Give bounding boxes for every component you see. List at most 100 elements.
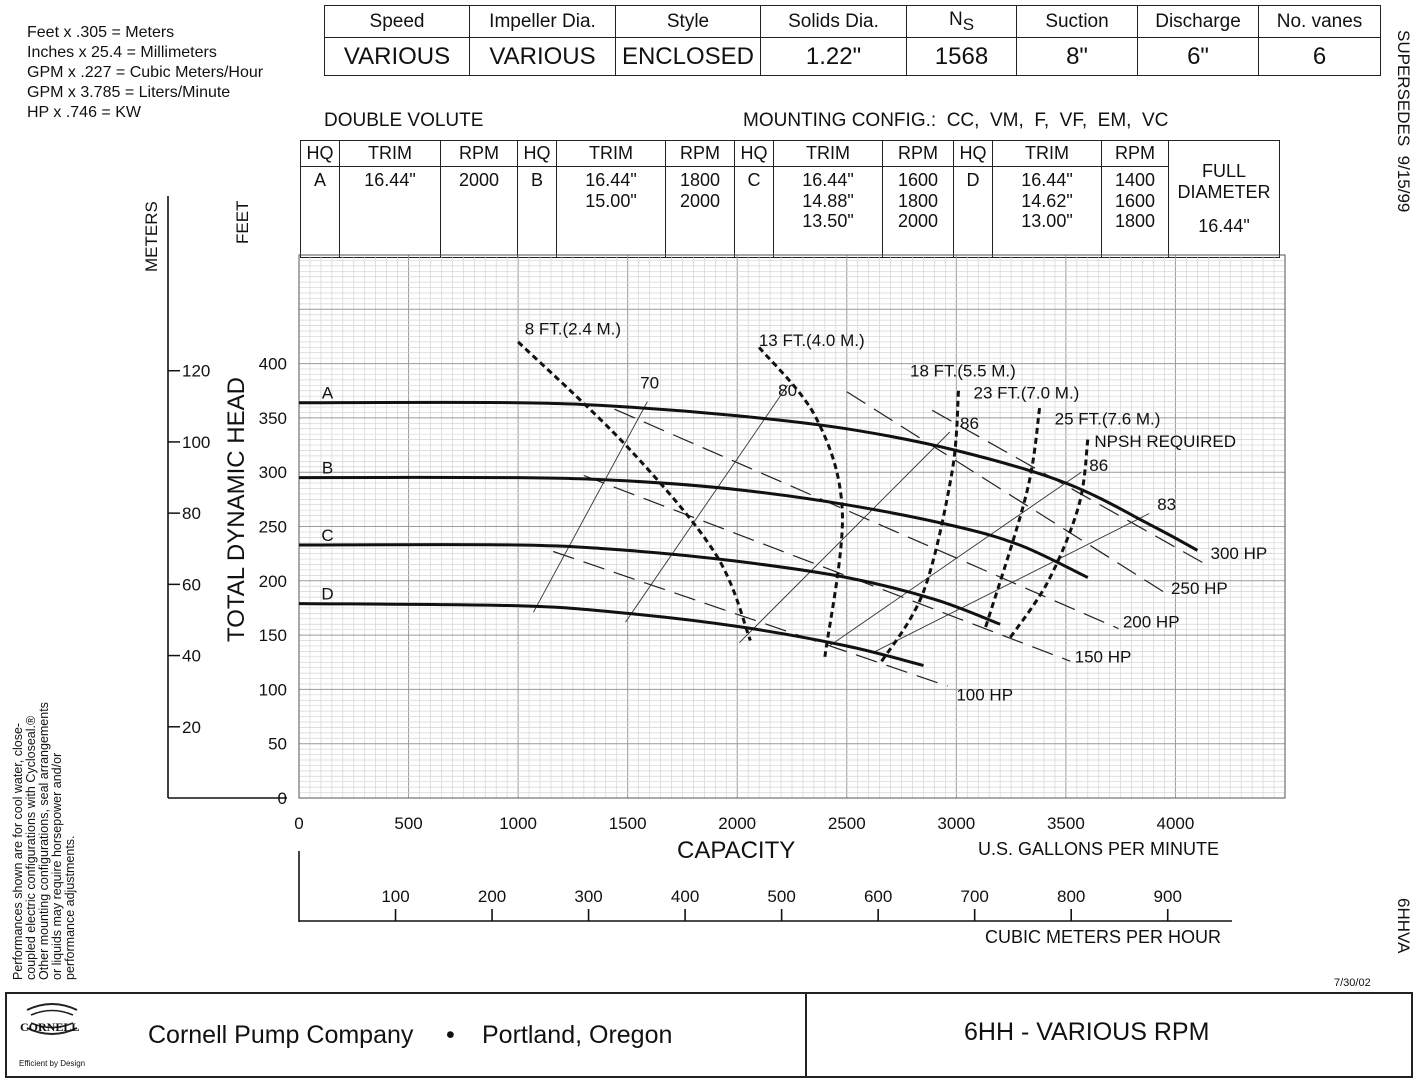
ns-subscript: S — [962, 14, 975, 34]
company-name: Cornell Pump Company — [148, 1021, 414, 1049]
y-tick-label: 50 — [268, 735, 287, 754]
spec-header-solids: Solids Dia. — [760, 5, 907, 38]
head-curve — [298, 400, 1199, 552]
hq-a-rpms: 2000 — [440, 166, 518, 258]
hq-header: HQ — [953, 140, 993, 167]
npsh-label: 8 FT.(2.4 M.) — [525, 319, 621, 338]
hp-label: 100 HP — [956, 685, 1013, 704]
cmh-tick-label: 100 — [381, 887, 409, 906]
conversion-note-4: GPM x 3.785 = Liters/Minute — [27, 84, 231, 101]
hp-label: 250 HP — [1171, 579, 1228, 598]
hq-b-rpms: 1800 2000 — [665, 166, 735, 258]
rpm-value: 1800 — [679, 170, 721, 190]
efficiency-line — [828, 471, 1082, 647]
hq-c-rpms: 1600 1800 2000 — [882, 166, 954, 258]
full-diameter-value: 16.44" — [1198, 216, 1250, 237]
spec-header-impeller: Impeller Dia. — [469, 5, 616, 38]
npsh-curve — [757, 346, 844, 657]
x-tick-label: 2500 — [828, 814, 866, 833]
cmh-tick-label: 900 — [1154, 887, 1182, 906]
meters-tick-label: 60 — [182, 575, 201, 594]
head-curve-label: B — [322, 459, 333, 478]
trim-header: TRIM — [339, 140, 441, 167]
hq-b-trims: 16.44" 15.00" — [556, 166, 666, 258]
conversion-note-2: Inches x 25.4 = Millimeters — [27, 44, 217, 61]
meters-tick-label: 80 — [182, 504, 201, 523]
full-diameter-label-2: DIAMETER — [1177, 181, 1271, 202]
footer-divider — [805, 992, 807, 1078]
npsh-required-label: NPSH REQUIRED — [1094, 432, 1236, 451]
hq-a-label: A — [300, 166, 340, 258]
x-tick-label: 3000 — [937, 814, 975, 833]
hq-d-trims: 16.44" 14.62" 13.00" — [992, 166, 1102, 258]
rpm-value: 1800 — [897, 190, 939, 211]
trim-value: 14.62" — [1021, 190, 1073, 211]
rpm-value: 2000 — [458, 170, 500, 190]
chart-axes: 0500100015002000250030003500400005010015… — [167, 196, 1286, 922]
npsh-label: 18 FT.(5.5 M.) — [910, 362, 1016, 381]
spec-value-solids: 1.22" — [760, 37, 907, 76]
meters-tick-label: 120 — [182, 362, 210, 381]
efficiency-label: 83 — [1157, 495, 1176, 514]
hq-header: HQ — [300, 140, 340, 167]
meters-tick-label: 20 — [182, 718, 201, 737]
efficiency-line — [739, 431, 951, 644]
hq-c-label: C — [734, 166, 774, 258]
spec-header-speed: Speed — [324, 5, 470, 38]
npsh-label: 13 FT.(4.0 M.) — [759, 331, 865, 350]
x-tick-label: 500 — [394, 814, 422, 833]
pump-curve-chart: 0500100015002000250030003500400005010015… — [167, 196, 1286, 922]
footer-bottom-border — [5, 1076, 1413, 1078]
conversion-note-5: HP x .746 = KW — [27, 104, 141, 121]
y-tick-label: 350 — [259, 409, 287, 428]
spec-header-suction: Suction — [1016, 5, 1138, 38]
trim-value: 13.50" — [802, 211, 854, 231]
hp-line — [614, 408, 1119, 630]
spec-header-ns: NS — [906, 5, 1017, 38]
npsh-label: 25 FT.(7.6 M.) — [1055, 409, 1161, 428]
trim-value: 16.44" — [585, 170, 637, 190]
x-tick-label: 4000 — [1157, 814, 1195, 833]
efficiency-label: 70 — [640, 374, 659, 393]
npsh-label: 23 FT.(7.0 M.) — [974, 383, 1080, 402]
trim-value: 16.44" — [364, 170, 416, 190]
spec-header-discharge: Discharge — [1137, 5, 1259, 38]
spec-value-vanes: 6 — [1258, 37, 1381, 76]
x-tick-label: 3500 — [1047, 814, 1085, 833]
hq-a-trims: 16.44" — [339, 166, 441, 258]
npsh-curves — [517, 340, 1090, 666]
spec-value-speed: VARIOUS — [324, 37, 470, 76]
chart-grid — [298, 254, 1286, 799]
footer-bullet: • — [446, 1021, 455, 1049]
x-tick-label: 2000 — [718, 814, 756, 833]
efficiency-lines — [533, 385, 1150, 653]
x-axis-title: CAPACITY — [677, 837, 796, 864]
efficiency-line — [872, 513, 1150, 653]
trim-value: 15.00" — [585, 190, 637, 211]
rpm-header: RPM — [665, 140, 735, 167]
rpm-value: 1400 — [1114, 170, 1156, 190]
trim-header: TRIM — [992, 140, 1102, 167]
hp-label: 150 HP — [1075, 647, 1132, 666]
hp-line — [931, 409, 1207, 566]
rpm-header: RPM — [1101, 140, 1169, 167]
head-curves — [298, 400, 1199, 667]
spec-header-vanes: No. vanes — [1258, 5, 1381, 38]
y-tick-label: 200 — [259, 572, 287, 591]
y-tick-label: 400 — [259, 355, 287, 374]
head-curve — [298, 602, 924, 667]
x-axis-unit: U.S. GALLONS PER MINUTE — [978, 839, 1220, 859]
hq-header: HQ — [517, 140, 557, 167]
rpm-value: 2000 — [897, 211, 939, 231]
footer-left-border — [5, 992, 7, 1078]
full-diameter-cell: FULL DIAMETER 16.44" — [1168, 140, 1280, 258]
efficiency-line — [533, 401, 648, 613]
hq-c-trims: 16.44" 14.88" 13.50" — [773, 166, 883, 258]
spec-value-ns: 1568 — [906, 37, 1017, 76]
date-stamp: 7/30/02 — [1334, 977, 1371, 989]
rpm-value: 1800 — [1114, 211, 1156, 231]
mounting-config: MOUNTING CONFIG.: CC, VM, F, VF, EM, VC — [743, 110, 1169, 131]
spec-value-suction: 8" — [1016, 37, 1138, 76]
cmh-tick-label: 800 — [1057, 887, 1085, 906]
trim-value: 14.88" — [802, 190, 854, 211]
